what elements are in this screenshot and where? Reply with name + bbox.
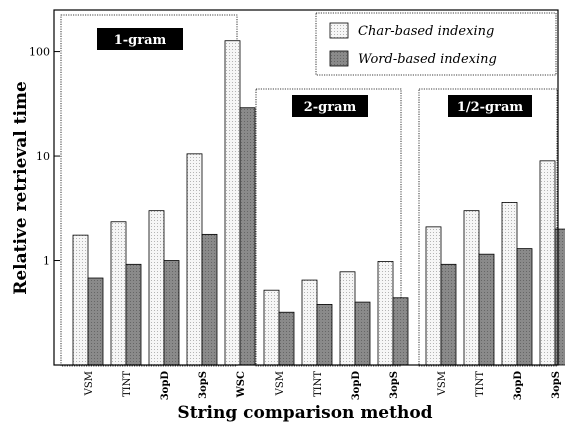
bar-char-based (263, 289, 280, 366)
bar-word-based (201, 233, 218, 366)
bar-char-based (148, 210, 165, 366)
x-tick-label: 3opS (198, 371, 209, 399)
bar-word-based (316, 304, 333, 366)
legend-label-char: Char-based indexing (358, 24, 494, 39)
x-tick-label: TINT (122, 371, 133, 397)
x-tick-label: 3opS (389, 371, 400, 399)
y-tick-label: 10 (36, 150, 50, 163)
bar-word-based (354, 301, 371, 366)
y-tick-label: 100 (29, 46, 50, 59)
bar-word-based (392, 297, 409, 366)
bar-char-based (186, 153, 203, 366)
bar-char-based (425, 226, 442, 366)
legend-swatch-char (329, 22, 349, 39)
bar-char-based (339, 271, 356, 366)
x-tick-label: 3opD (513, 371, 524, 401)
legend: Char-based indexing Word-based indexing (315, 12, 557, 76)
group-box (418, 88, 558, 367)
x-tick-label: 3opD (351, 371, 362, 401)
bar-char-based (224, 40, 241, 366)
group-labels: 1-gram 2-gram 1/2-gram (97, 28, 532, 117)
bar-char-based (377, 261, 394, 366)
bar-word-based (125, 263, 142, 366)
legend-label-word: Word-based indexing (358, 52, 497, 67)
y-ticks: 1 10 100 (29, 46, 60, 268)
x-tick-label: TINT (313, 371, 324, 397)
bar-word-based (239, 107, 256, 366)
bar-word-based (516, 248, 533, 366)
x-tick-label: 3opD (160, 371, 171, 401)
x-tick-label: WSC (236, 371, 247, 398)
group-label-box (448, 95, 532, 117)
group-label-box (292, 95, 368, 117)
x-tick-label: VSM (437, 371, 448, 396)
bar-char-based (72, 234, 89, 366)
y-axis-title: Relative retrieval time (11, 81, 31, 295)
x-tick-label: TINT (475, 371, 486, 397)
group-label-box (97, 28, 183, 50)
bar-char-based (463, 210, 480, 366)
legend-swatch-word (329, 50, 349, 67)
bar-word-based (554, 228, 565, 366)
x-tick-label: VSM (84, 371, 95, 396)
bars (72, 40, 565, 366)
bar-word-based (163, 260, 180, 366)
group-label: 1/2-gram (457, 100, 524, 115)
group-label: 2-gram (304, 100, 357, 115)
legend-box (315, 12, 557, 76)
y-tick-label: 1 (43, 255, 50, 268)
bar-word-based (440, 263, 457, 366)
x-category-labels: VSM TINT 3opD 3opS WSC VSM TINT 3opD 3opS VSM TINT… (84, 371, 562, 401)
bar-word-based (87, 277, 104, 366)
bar-word-based (478, 253, 495, 366)
plot-frame (53, 9, 559, 366)
group-box (255, 88, 402, 367)
group-label: 1-gram (114, 33, 167, 48)
bar-word-based (278, 311, 295, 366)
x-tick-label: 3opS (551, 371, 562, 399)
x-tick-label: VSM (275, 371, 286, 396)
bar-char-based (539, 160, 556, 366)
bar-char-based (301, 279, 318, 366)
x-axis-title: String comparison method (177, 403, 432, 423)
bar-char-based (110, 221, 127, 366)
bar-char-based (501, 202, 518, 366)
